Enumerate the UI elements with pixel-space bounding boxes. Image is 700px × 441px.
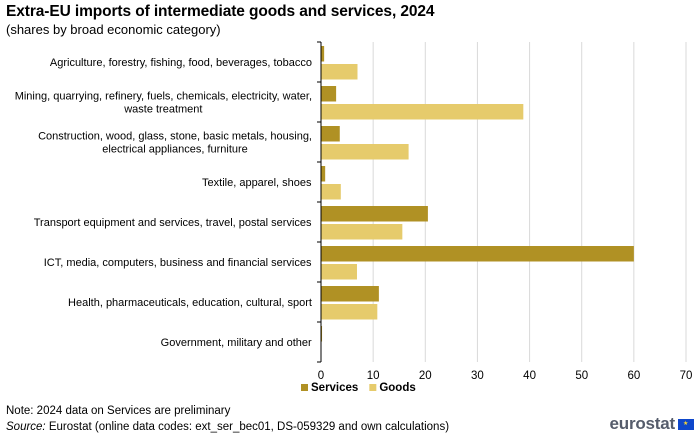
chart-title: Extra-EU imports of intermediate goods a… <box>6 3 435 20</box>
category-label-line: Textile, apparel, shoes <box>202 177 312 189</box>
services-bar <box>321 246 634 262</box>
category-label-line: Transport equipment and services, travel… <box>34 217 312 229</box>
category-label: Textile, apparel, shoes <box>202 177 312 189</box>
category-label: Transport equipment and services, travel… <box>34 217 312 229</box>
x-tick-label: 40 <box>523 370 536 382</box>
services-bar <box>321 46 325 62</box>
category-label-line: ICT, media, computers, business and fina… <box>44 257 312 269</box>
x-tick-label: 60 <box>627 370 640 382</box>
goods-bar <box>321 104 524 120</box>
goods-bar <box>321 264 357 280</box>
x-tick-label: 30 <box>471 370 484 382</box>
footnote: Note: 2024 data on Services are prelimin… <box>6 405 231 417</box>
category-label-line: Construction, wood, glass, stone, basic … <box>38 131 312 143</box>
x-tick-label: 0 <box>318 370 324 382</box>
category-label: ICT, media, computers, business and fina… <box>44 257 312 269</box>
goods-bar <box>321 64 358 80</box>
legend-swatch-goods <box>369 384 377 391</box>
category-label-line: electrical appliances, furniture <box>102 144 248 156</box>
goods-bar <box>321 224 403 240</box>
category-label-line: Agriculture, forestry, fishing, food, be… <box>50 57 312 69</box>
bar-chart: 0 10 20 30 40 50 60 70 Agriculture, forestry, fi… <box>15 41 693 394</box>
source-line: Source: Eurostat (online data codes: ext… <box>6 421 449 433</box>
legend-label: Services <box>311 382 358 394</box>
category-label: Agriculture, forestry, fishing, food, be… <box>50 57 312 69</box>
services-bar <box>321 206 428 222</box>
source-label: Source: <box>6 421 46 433</box>
category-label: Government, military and other <box>161 337 312 349</box>
x-tick-label: 50 <box>575 370 588 382</box>
source-text: Eurostat (online data codes: ext_ser_bec… <box>45 421 450 433</box>
goods-bar <box>321 304 378 320</box>
eurostat-logo: eurostat <box>610 414 694 434</box>
logo-text: eurostat <box>609 414 676 433</box>
services-bar <box>321 166 326 182</box>
goods-bar <box>321 184 341 200</box>
category-label-line: Government, military and other <box>161 337 312 349</box>
x-tick-label: 70 <box>680 370 693 382</box>
chart-subtitle: (shares by broad economic category) <box>6 22 221 37</box>
category-label-line: waste treatment <box>123 104 202 116</box>
legend-label: Goods <box>379 382 415 394</box>
x-tick-label: 10 <box>367 370 380 382</box>
services-bar <box>321 326 323 342</box>
x-tick-label: 20 <box>419 370 432 382</box>
goods-bar <box>321 144 409 160</box>
services-bar <box>321 126 340 142</box>
category-label-line: Mining, quarrying, refinery, fuels, chem… <box>15 91 312 103</box>
category-label: Mining, quarrying, refinery, fuels, chem… <box>15 91 312 116</box>
category-label-line: Health, pharmaceuticals, education, cult… <box>68 297 312 309</box>
category-label: Health, pharmaceuticals, education, cult… <box>68 297 312 309</box>
services-bar <box>321 286 379 302</box>
category-label: Construction, wood, glass, stone, basic … <box>38 131 312 156</box>
legend-swatch-services <box>301 384 308 391</box>
eu-flag-icon <box>678 418 694 430</box>
services-bar <box>321 86 337 102</box>
